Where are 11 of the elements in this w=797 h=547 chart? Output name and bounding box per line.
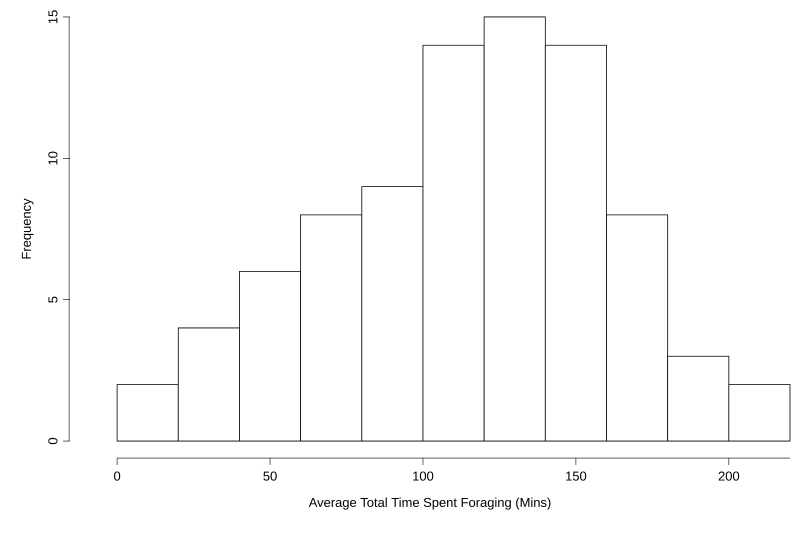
x-tick-label: 50 [263, 472, 277, 481]
y-tick-label: 10 [48, 152, 58, 165]
x-tick-label: 150 [566, 472, 586, 481]
y-tick-label: 5 [48, 296, 58, 303]
y-tick-label: 0 [48, 438, 58, 444]
y-tick-label: 15 [48, 10, 58, 24]
x-axis-title: Average Total Time Spent Foraging (Mins) [308, 498, 550, 510]
x-tick-label: 100 [413, 472, 434, 481]
x-tick-label: 200 [718, 472, 740, 481]
y-axis-title: Frequency [22, 198, 34, 259]
x-tick-label: 0 [114, 472, 120, 481]
